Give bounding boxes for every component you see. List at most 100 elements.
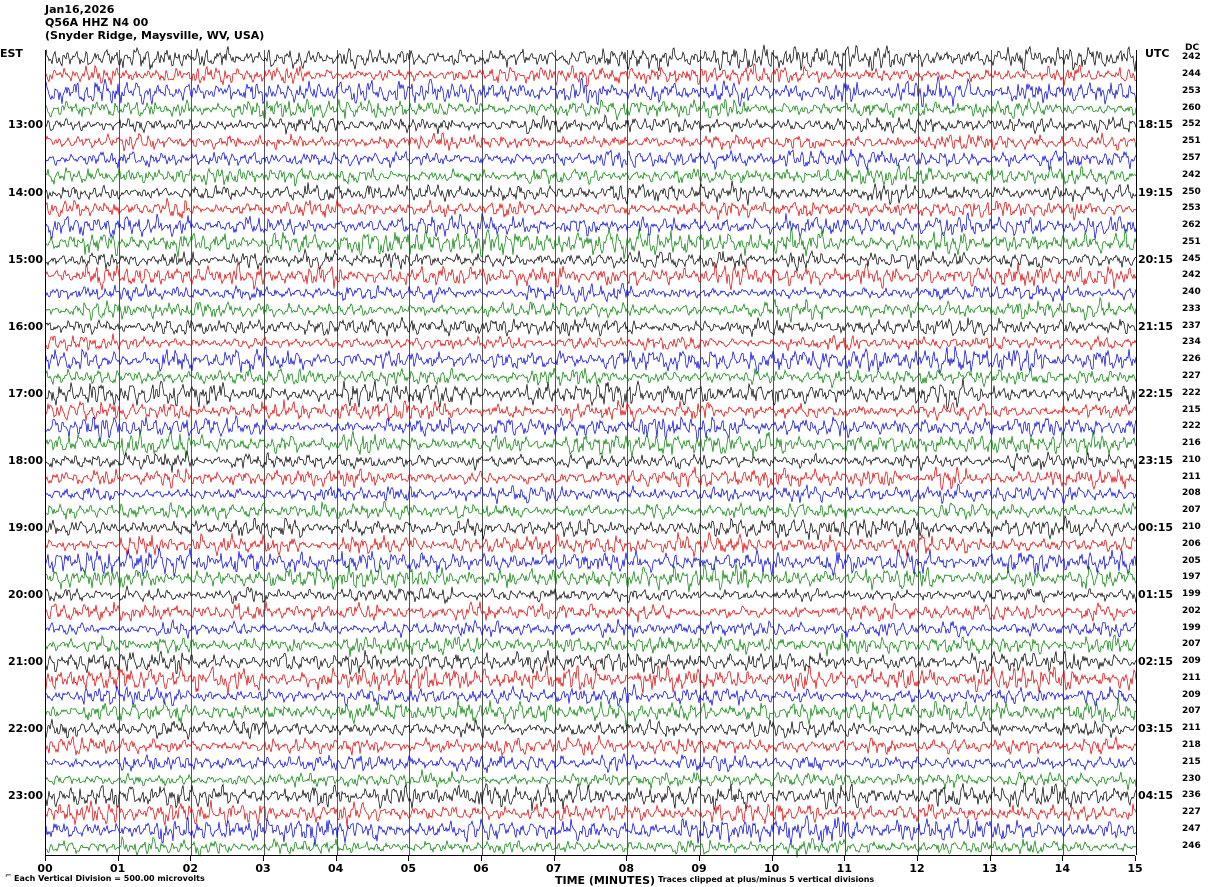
trace-row [46, 763, 1136, 797]
row-dc-value: 234 [1182, 337, 1201, 348]
row-dc-value: 245 [1182, 253, 1201, 264]
gridline-vertical [191, 50, 193, 855]
row-time-utc: 21:15 [1138, 319, 1174, 333]
x-tick [553, 856, 555, 861]
row-dc-value: 250 [1182, 186, 1201, 197]
trace-row [46, 779, 1136, 813]
x-tick-label: 13 [982, 862, 998, 875]
trace-row [46, 729, 1136, 763]
x-tick [626, 856, 628, 861]
row-time-est: 21:00 [8, 655, 44, 669]
x-tick [699, 856, 700, 861]
gridline-vertical [554, 50, 556, 855]
row-time-est: 22:00 [8, 722, 44, 736]
x-tick-label: 11 [836, 862, 852, 875]
trace-row [46, 310, 1136, 344]
trace-row [46, 427, 1136, 461]
row-dc-value: 260 [1182, 102, 1201, 113]
x-tick-label: 04 [328, 862, 344, 875]
trace-row [46, 796, 1136, 830]
trace-row [46, 243, 1136, 277]
x-tick [917, 856, 918, 861]
row-time-est: 15:00 [8, 252, 44, 266]
row-dc-value: 211 [1182, 723, 1201, 734]
trace-row [46, 92, 1136, 126]
gridline-vertical [118, 50, 120, 855]
trace-row [46, 360, 1136, 394]
row-dc-value: 211 [1182, 672, 1201, 683]
x-tick [117, 856, 119, 861]
trace-row [46, 712, 1136, 746]
row-dc-value: 244 [1182, 69, 1201, 80]
trace-row [46, 377, 1136, 411]
scale-note: Each Vertical Division = 500.00 microvol… [14, 874, 205, 883]
x-tick [335, 856, 337, 861]
row-dc-value: 216 [1182, 438, 1201, 449]
trace-row [46, 612, 1136, 646]
trace-row [46, 545, 1136, 579]
trace-row [46, 142, 1136, 176]
gridline-vertical [336, 50, 338, 855]
row-dc-value: 222 [1182, 387, 1201, 398]
x-tick-label: 01 [110, 862, 126, 875]
x-tick-label: 09 [691, 862, 707, 875]
trace-row [46, 628, 1136, 662]
axis-label-utc: UTC [1145, 47, 1170, 60]
row-time-est: 16:00 [8, 319, 44, 333]
row-dc-value: 257 [1182, 153, 1201, 163]
x-axis-line [45, 855, 1135, 856]
x-tick-label: 14 [1054, 862, 1070, 875]
row-dc-value: 222 [1182, 421, 1201, 432]
row-dc-value: 233 [1182, 303, 1201, 314]
row-dc-value: 240 [1182, 287, 1201, 298]
x-tick [45, 856, 46, 861]
x-tick [481, 856, 482, 861]
x-tick-label: 03 [255, 862, 271, 875]
gridline-vertical [409, 50, 411, 855]
trace-row [46, 645, 1136, 679]
row-dc-value: 242 [1182, 169, 1201, 180]
row-dc-value: 207 [1182, 706, 1201, 717]
gridline-vertical [845, 50, 847, 855]
row-time-utc: 00:15 [1138, 520, 1174, 534]
row-dc-value: 253 [1182, 85, 1201, 96]
row-dc-value: 205 [1182, 555, 1201, 566]
axis-label-est: EST [0, 47, 23, 60]
x-tick [1135, 856, 1136, 861]
trace-row [46, 75, 1136, 109]
row-dc-value: 197 [1182, 572, 1201, 583]
x-tick [771, 856, 773, 861]
trace-row [46, 192, 1136, 226]
trace-row [46, 326, 1136, 360]
x-tick [190, 856, 192, 861]
trace-row [46, 830, 1136, 864]
trace-row [46, 41, 1136, 75]
row-time-utc: 18:15 [1138, 118, 1174, 132]
x-tick [989, 856, 991, 861]
header-block: Jan16,2026 Q56A HHZ N4 00 (Snyder Ridge,… [45, 3, 264, 42]
header-date: Jan16,2026 [45, 3, 115, 16]
row-dc-value: 242 [1182, 270, 1201, 281]
row-dc-value: 199 [1182, 589, 1201, 600]
row-dc-value: 211 [1182, 471, 1201, 482]
trace-row [46, 746, 1136, 780]
row-time-utc: 20:15 [1138, 252, 1174, 266]
scale-tick-icon: ⌐ [5, 871, 12, 880]
x-tick [844, 856, 846, 861]
x-tick-label: 00 [37, 862, 53, 875]
row-time-utc: 19:15 [1138, 185, 1174, 199]
row-dc-value: 227 [1182, 807, 1201, 818]
row-dc-value: 199 [1182, 622, 1201, 633]
trace-row [46, 394, 1136, 428]
row-dc-value: 207 [1182, 505, 1201, 516]
trace-row [46, 176, 1136, 210]
row-dc-value: 209 [1182, 689, 1201, 700]
trace-row [46, 259, 1136, 293]
row-time-utc: 01:15 [1138, 588, 1174, 602]
row-time-est: 19:00 [8, 520, 44, 534]
x-tick-label: 10 [764, 862, 780, 875]
row-time-utc: 02:15 [1138, 655, 1174, 669]
row-time-utc: 23:15 [1138, 453, 1174, 467]
trace-row [46, 108, 1136, 142]
trace-row [46, 511, 1136, 545]
